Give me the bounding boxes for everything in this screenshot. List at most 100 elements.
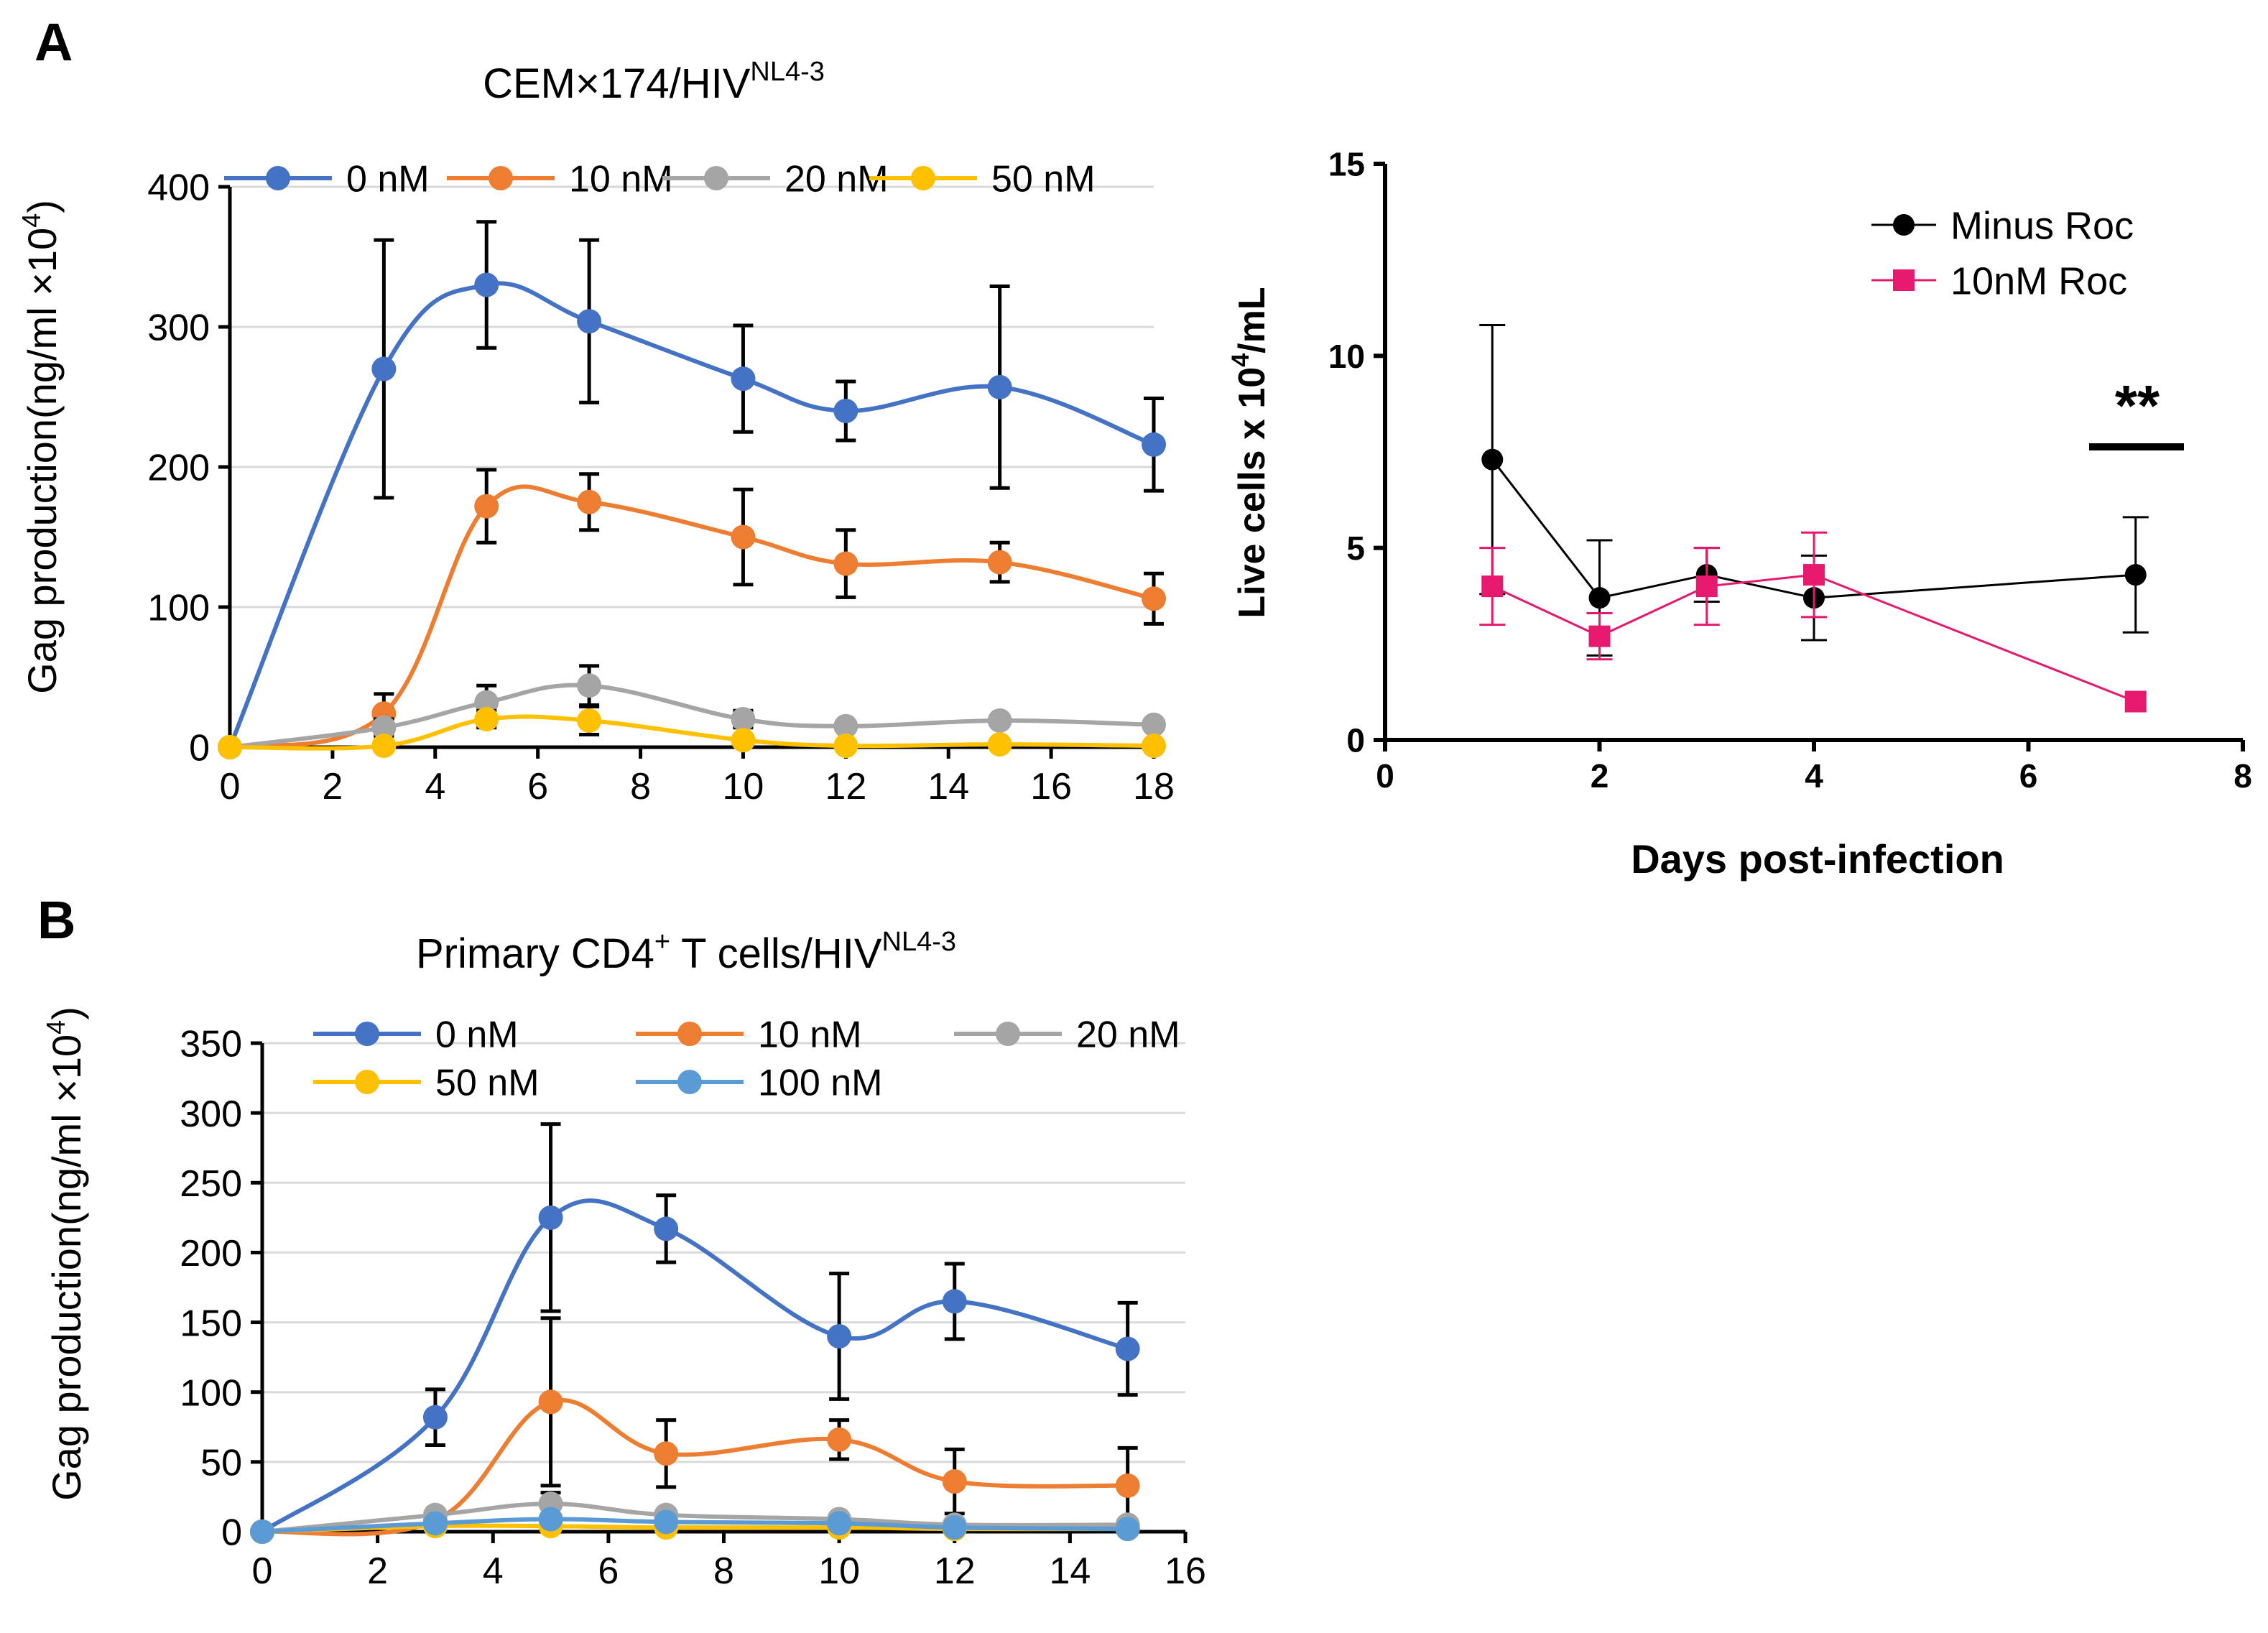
y-tick-label: 10	[1328, 338, 1365, 375]
y-tick-label: 15	[1328, 146, 1365, 183]
data-point	[577, 309, 602, 334]
y-tick-label: 100	[180, 1372, 242, 1414]
x-tick-label: 2	[322, 766, 343, 808]
y-tick-label: 50	[200, 1443, 242, 1484]
y-tick-label: 200	[180, 1233, 242, 1275]
legend-marker	[996, 1022, 1020, 1046]
legend-marker	[677, 1070, 702, 1094]
data-point	[474, 707, 499, 731]
x-tick-label: 16	[1030, 766, 1072, 808]
data-point	[1115, 1473, 1140, 1498]
x-tick-label: 10	[818, 1550, 860, 1592]
y-tick-label: 100	[147, 588, 210, 629]
y-tick-label: 250	[180, 1163, 242, 1205]
y-tick-label: 300	[147, 307, 210, 349]
data-point	[538, 1507, 563, 1532]
legend-label: 0 nM	[346, 159, 430, 200]
data-point	[1588, 625, 1611, 647]
legend-label: 10 nM	[758, 1014, 862, 1056]
data-point	[538, 1389, 563, 1415]
legend-label: 20 nM	[1076, 1014, 1180, 1056]
y-tick-label: 150	[180, 1303, 242, 1344]
x-tick-label: 4	[483, 1550, 504, 1592]
x-tick-label: 0	[1376, 757, 1394, 795]
x-tick-label: 0	[220, 766, 241, 808]
data-point	[654, 1509, 679, 1535]
x-tick-label: 14	[927, 766, 969, 808]
data-point	[827, 1324, 852, 1349]
legend-label: 0 nM	[435, 1014, 519, 1056]
data-point	[1142, 734, 1166, 759]
x-tick-label: 2	[1591, 757, 1609, 795]
data-point	[1115, 1336, 1140, 1361]
y-tick-label: 0	[1346, 722, 1365, 759]
data-point	[474, 272, 499, 297]
data-point	[371, 356, 397, 381]
x-tick-label: 2	[367, 1550, 388, 1592]
data-point	[654, 1441, 679, 1466]
chart-live-cells-ylabel: Live cells x 104/mL	[1227, 287, 1273, 618]
x-tick-label: 10	[723, 766, 764, 808]
data-point	[942, 1289, 967, 1314]
y-tick-label: 200	[147, 448, 210, 489]
x-tick-label: 0	[252, 1550, 273, 1592]
x-tick-label: 6	[598, 1550, 619, 1592]
data-point	[833, 713, 858, 739]
legend-label: 10nM Roc	[1950, 259, 2127, 302]
data-point	[654, 1216, 679, 1241]
x-tick-label: 4	[425, 766, 445, 808]
data-point	[731, 524, 756, 550]
legend-marker	[1893, 214, 1915, 236]
chart-cem174-title: CEM×174/HIVNL4-3	[483, 57, 825, 107]
x-tick-label: 18	[1133, 766, 1175, 808]
data-point	[474, 690, 499, 715]
data-point	[827, 1427, 852, 1452]
data-point	[371, 715, 397, 740]
data-point	[942, 1469, 967, 1494]
data-point	[1142, 432, 1166, 457]
legend-marker	[677, 1022, 702, 1046]
data-point	[827, 1511, 852, 1536]
chart-live-cells: Live cells x 104/mL Days post-infection …	[1227, 146, 2252, 882]
data-point	[731, 728, 756, 753]
series-line	[228, 281, 1155, 749]
data-point	[1142, 712, 1166, 737]
legend-marker	[489, 166, 513, 190]
data-point	[833, 551, 858, 576]
x-tick-label: 8	[713, 1550, 734, 1592]
panel-label-a: A	[34, 12, 73, 72]
legend-label: 100 nM	[758, 1063, 882, 1104]
chart-primary-cd4: Primary CD4+ T cells/HIVNL4-3 Gag produc…	[41, 927, 1206, 1592]
x-tick-label: 4	[1805, 757, 1823, 795]
chart-live-cells-xlabel: Days post-infection	[1631, 836, 2004, 882]
data-point	[987, 732, 1012, 757]
data-point	[577, 708, 602, 733]
x-tick-label: 12	[825, 766, 866, 808]
data-point	[987, 374, 1012, 399]
data-point	[474, 494, 499, 519]
data-point	[1142, 586, 1166, 611]
data-point	[250, 1519, 274, 1544]
data-point	[833, 734, 858, 759]
data-point	[218, 735, 242, 759]
data-point	[833, 399, 858, 423]
legend-marker	[355, 1022, 379, 1046]
data-point	[1803, 564, 1825, 586]
y-tick-label: 400	[147, 167, 210, 209]
data-point	[371, 734, 397, 759]
panel-label-b: B	[37, 890, 75, 950]
x-tick-label: 16	[1165, 1550, 1206, 1592]
significance-annotation: **	[2115, 374, 2160, 438]
x-tick-label: 6	[527, 766, 548, 808]
data-point	[1481, 448, 1504, 471]
y-tick-label: 300	[180, 1093, 242, 1135]
data-point	[987, 708, 1012, 733]
legend-marker	[911, 166, 935, 190]
data-point	[987, 550, 1012, 575]
data-point	[731, 366, 756, 392]
data-point	[1588, 587, 1611, 609]
legend-marker	[1893, 269, 1915, 291]
y-tick-label: 5	[1346, 529, 1365, 567]
chart-primary-cd4-title: Primary CD4+ T cells/HIVNL4-3	[416, 927, 956, 977]
